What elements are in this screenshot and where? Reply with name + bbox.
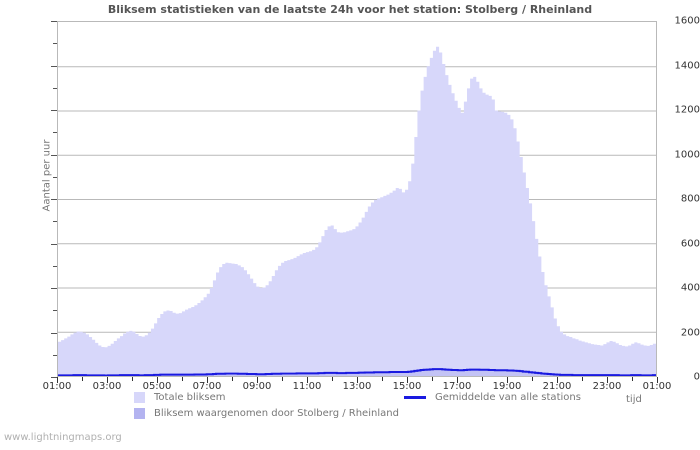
chart-legend: Totale bliksem Bliksem waargenomen door … <box>0 392 700 424</box>
legend-swatch-total <box>134 392 145 403</box>
y-tick-mark-minor <box>53 132 57 133</box>
y-tick-mark <box>51 244 57 245</box>
x-tick-label: 01:00 <box>42 381 72 392</box>
x-tick-label: 19:00 <box>492 381 522 392</box>
x-tick-label: 01:00 <box>642 381 672 392</box>
legend-item-average[interactable]: Gemiddelde van alle stations <box>404 392 581 403</box>
x-tick-label: 11:00 <box>292 381 322 392</box>
legend-line-average <box>404 396 426 399</box>
x-tick-label: 13:00 <box>342 381 372 392</box>
y-tick-label: 1000 <box>674 149 700 160</box>
x-tick-mark-minor <box>232 377 233 381</box>
y-tick-mark-minor <box>53 221 57 222</box>
x-tick-mark-minor <box>282 377 283 381</box>
x-tick-mark-minor <box>432 377 433 381</box>
y-tick-mark <box>51 377 57 378</box>
x-tick-label: 09:00 <box>242 381 272 392</box>
x-tick-mark-minor <box>382 377 383 381</box>
y-tick-label: 600 <box>680 238 700 249</box>
x-tick-mark <box>557 377 558 383</box>
y-tick-mark-minor <box>53 355 57 356</box>
y-tick-mark <box>51 21 57 22</box>
y-tick-label: 400 <box>680 282 700 294</box>
x-tick-mark-minor <box>582 377 583 381</box>
page-title: Bliksem statistieken van de laatste 24h … <box>107 3 593 16</box>
y-tick-label: 200 <box>680 327 700 338</box>
legend-swatch-station <box>134 408 145 419</box>
x-tick-mark <box>307 377 308 383</box>
y-tick-mark-minor <box>53 310 57 311</box>
legend-label-average: Gemiddelde van alle stations <box>435 392 581 403</box>
x-tick-mark-minor <box>82 377 83 381</box>
y-tick-mark <box>51 155 57 156</box>
y-tick-label: 1400 <box>674 60 700 71</box>
y-tick-mark <box>51 288 57 289</box>
y-tick-mark-minor <box>53 88 57 89</box>
y-tick-mark-minor <box>53 43 57 44</box>
legend-label-total: Totale bliksem <box>154 392 226 403</box>
x-tick-label: 05:00 <box>142 381 172 392</box>
x-tick-label: 03:00 <box>92 381 122 392</box>
x-tick-mark <box>657 377 658 383</box>
source-attribution: www.lightningmaps.org <box>4 432 122 443</box>
x-tick-label: 21:00 <box>542 381 572 392</box>
y-tick-mark-minor <box>53 266 57 267</box>
y-tick-mark-minor <box>53 177 57 178</box>
y-tick-label: 1200 <box>674 104 700 116</box>
x-tick-label: 07:00 <box>192 381 222 392</box>
legend-item-total[interactable]: Totale bliksem <box>134 392 225 403</box>
y-tick-label: 800 <box>680 193 700 205</box>
x-tick-mark <box>507 377 508 383</box>
y-tick-mark <box>51 333 57 334</box>
x-tick-mark-minor <box>332 377 333 381</box>
x-tick-label: 17:00 <box>442 381 472 392</box>
series-layer <box>58 46 656 376</box>
x-tick-label: 23:00 <box>592 381 622 392</box>
x-tick-mark <box>107 377 108 383</box>
x-tick-mark <box>357 377 358 383</box>
y-axis-title: Aantal per uur <box>41 139 53 212</box>
y-tick-mark <box>51 199 57 200</box>
y-tick-label: 0 <box>693 371 700 383</box>
x-axis-title: tijd <box>626 394 642 405</box>
x-tick-mark <box>607 377 608 383</box>
x-tick-mark-minor <box>132 377 133 381</box>
plot-area <box>57 21 657 377</box>
x-tick-mark-minor <box>632 377 633 381</box>
x-tick-mark-minor <box>482 377 483 381</box>
x-tick-mark <box>257 377 258 383</box>
plot-inner <box>58 22 656 376</box>
y-tick-mark <box>51 110 57 111</box>
y-tick-mark <box>51 66 57 67</box>
x-tick-mark <box>207 377 208 383</box>
x-tick-mark <box>157 377 158 383</box>
legend-item-station[interactable]: Bliksem waargenomen door Stolberg / Rhei… <box>134 408 399 419</box>
x-tick-mark <box>407 377 408 383</box>
x-tick-mark-minor <box>182 377 183 381</box>
legend-label-station: Bliksem waargenomen door Stolberg / Rhei… <box>154 408 399 419</box>
x-tick-mark <box>457 377 458 383</box>
x-tick-mark-minor <box>532 377 533 381</box>
x-tick-label: 15:00 <box>392 381 422 392</box>
y-tick-label: 1600 <box>674 15 700 27</box>
x-tick-mark <box>57 377 58 383</box>
